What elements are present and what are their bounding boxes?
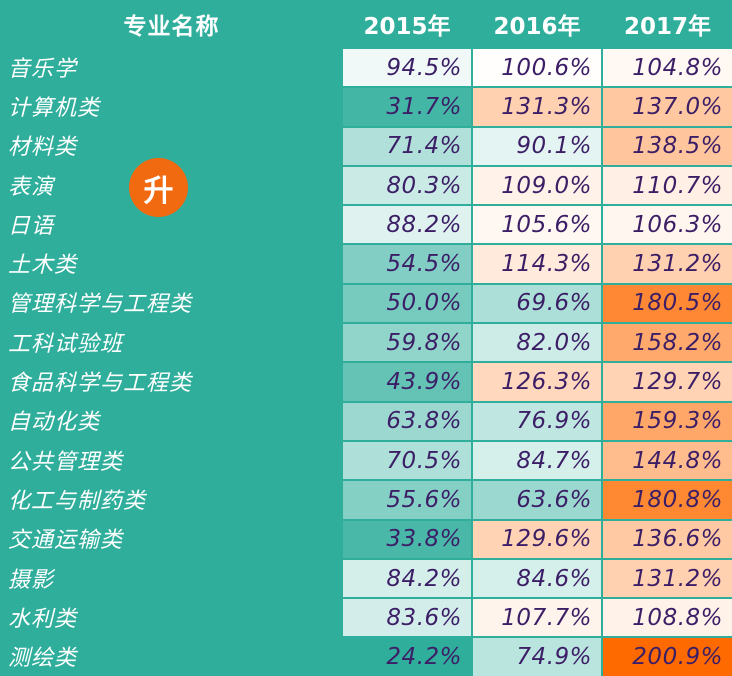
value-cell-2016: 82.0%	[473, 324, 601, 362]
value-cell-2015: 54.5%	[343, 245, 471, 283]
value-cell-2015: 50.0%	[343, 284, 471, 323]
major-name-cell: 食品科学与工程类	[8, 371, 193, 397]
value-cell-2015: 71.4%	[343, 127, 471, 165]
major-name-cell: 测绘类	[8, 646, 78, 672]
value-cell-2017: 131.2%	[603, 245, 732, 283]
value-cell-2017: 200.9%	[603, 638, 732, 676]
table-row: 食品科学与工程类 43.9% 126.3% 129.7%	[0, 361, 732, 401]
value-cell-2017: 136.6%	[603, 520, 732, 558]
major-name-cell: 音乐学	[8, 56, 78, 82]
value-cell-2015: 55.6%	[343, 481, 471, 519]
value-cell-2015: 83.6%	[343, 599, 471, 637]
header-2015: 2015年	[363, 13, 451, 40]
value-cell-2015: 94.5%	[343, 49, 471, 87]
value-cell-2015: 31.7%	[343, 88, 471, 126]
table-row: 土木类 54.5% 114.3% 131.2%	[0, 243, 732, 283]
major-name-cell: 管理科学与工程类	[8, 292, 193, 318]
value-cell-2016: 107.7%	[473, 599, 601, 637]
value-cell-2017: 110.7%	[603, 166, 732, 205]
value-cell-2016: 131.3%	[473, 88, 601, 126]
major-name-cell: 计算机类	[8, 95, 101, 121]
major-name-cell: 材料类	[8, 135, 78, 161]
table-header: 专业名称 2015年 2016年 2017年	[0, 0, 732, 47]
value-cell-2015: 88.2%	[343, 206, 471, 244]
header-major-name: 专业名称	[123, 13, 220, 40]
table-row: 交通运输类 33.8% 129.6% 136.6%	[0, 519, 732, 558]
value-cell-2015: 24.2%	[343, 638, 471, 676]
value-cell-2015: 33.8%	[343, 520, 471, 558]
value-cell-2015: 43.9%	[343, 363, 471, 401]
table-row: 公共管理类 70.5% 84.7% 144.8%	[0, 440, 732, 480]
value-cell-2016: 126.3%	[473, 363, 601, 401]
table-row: 管理科学与工程类 50.0% 69.6% 180.5%	[0, 283, 732, 323]
table-row: 工科试验班 59.8% 82.0% 158.2%	[0, 322, 732, 362]
value-cell-2017: 106.3%	[603, 206, 732, 244]
value-cell-2015: 63.8%	[343, 402, 471, 440]
value-cell-2017: 104.8%	[603, 49, 732, 87]
table-row: 摄影 84.2% 84.6% 131.2%	[0, 558, 732, 598]
major-name-cell: 交通运输类	[8, 528, 124, 554]
table-row: 表演 80.3% 109.0% 110.7%	[0, 165, 732, 205]
value-cell-2017: 159.3%	[603, 402, 732, 440]
value-cell-2017: 180.8%	[603, 481, 732, 519]
value-cell-2016: 84.7%	[473, 441, 601, 480]
table-row: 化工与制药类 55.6% 63.6% 180.8%	[0, 479, 732, 519]
table-row: 音乐学 94.5% 100.6% 104.8%	[0, 47, 732, 87]
major-name-cell: 自动化类	[8, 410, 101, 436]
major-name-cell: 水利类	[8, 606, 78, 632]
header-2016: 2016年	[493, 13, 581, 40]
value-cell-2016: 109.0%	[473, 166, 601, 205]
major-name-cell: 摄影	[8, 567, 55, 593]
major-name-cell: 日语	[8, 213, 55, 239]
value-cell-2016: 129.6%	[473, 520, 601, 558]
value-cell-2017: 137.0%	[603, 88, 732, 126]
major-name-cell: 化工与制药类	[8, 488, 147, 514]
header-2017: 2017年	[623, 13, 711, 40]
value-cell-2016: 84.6%	[473, 559, 601, 598]
value-cell-2016: 90.1%	[473, 127, 601, 165]
table-row: 计算机类 31.7% 131.3% 137.0%	[0, 86, 732, 126]
rise-badge: 升	[129, 158, 188, 217]
value-cell-2017: 144.8%	[603, 441, 732, 480]
value-cell-2017: 108.8%	[603, 599, 732, 637]
table-row: 测绘类 24.2% 74.9% 200.9%	[0, 636, 732, 676]
value-cell-2015: 59.8%	[343, 324, 471, 362]
value-cell-2017: 138.5%	[603, 127, 732, 165]
major-name-cell: 公共管理类	[8, 449, 124, 475]
value-cell-2015: 84.2%	[343, 559, 471, 598]
value-cell-2016: 114.3%	[473, 245, 601, 283]
table-row: 日语 88.2% 105.6% 106.3%	[0, 204, 732, 244]
major-name-cell: 表演	[8, 174, 55, 200]
value-cell-2017: 180.5%	[603, 284, 732, 323]
value-cell-2016: 105.6%	[473, 206, 601, 244]
table-row: 水利类 83.6% 107.7% 108.8%	[0, 597, 732, 637]
major-name-cell: 工科试验班	[8, 331, 124, 357]
value-cell-2017: 158.2%	[603, 324, 732, 362]
value-cell-2016: 76.9%	[473, 402, 601, 440]
value-cell-2016: 63.6%	[473, 481, 601, 519]
table-row: 自动化类 63.8% 76.9% 159.3%	[0, 401, 732, 440]
table-row: 材料类 71.4% 90.1% 138.5%	[0, 126, 732, 165]
major-name-cell: 土木类	[8, 253, 78, 279]
value-cell-2016: 100.6%	[473, 49, 601, 87]
value-cell-2015: 70.5%	[343, 441, 471, 480]
value-cell-2016: 74.9%	[473, 638, 601, 676]
value-cell-2016: 69.6%	[473, 284, 601, 323]
value-cell-2017: 131.2%	[603, 559, 732, 598]
value-cell-2015: 80.3%	[343, 166, 471, 205]
value-cell-2017: 129.7%	[603, 363, 732, 401]
